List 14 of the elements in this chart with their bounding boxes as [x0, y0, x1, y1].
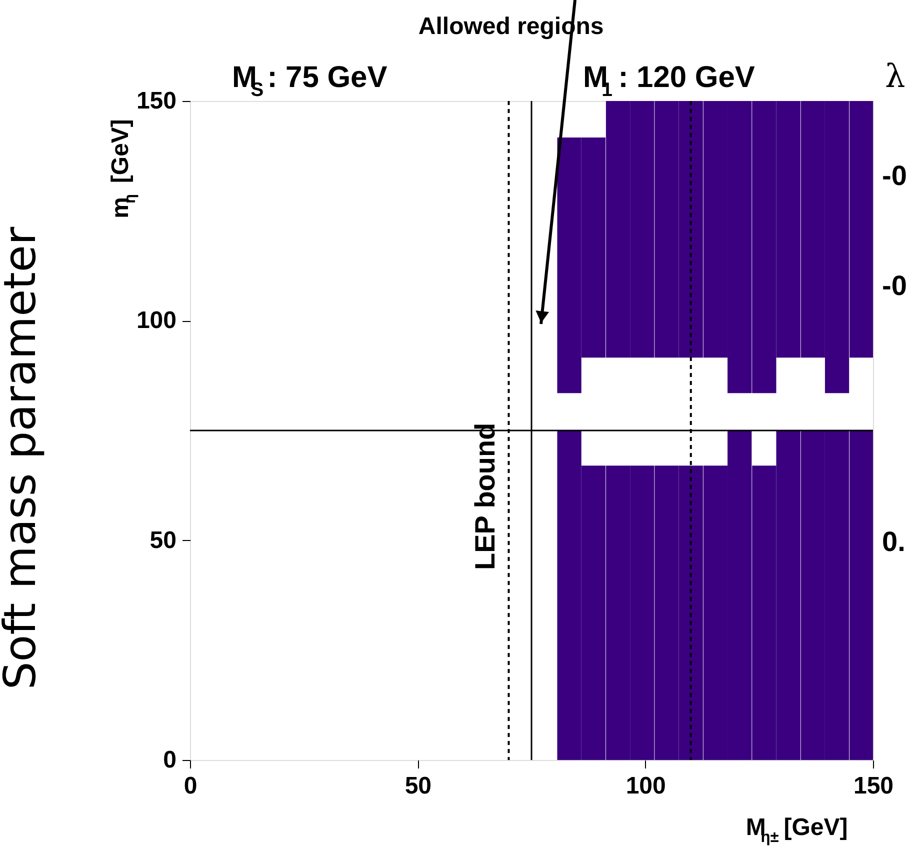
ref-line-label: LEP bound — [470, 422, 501, 570]
y-tick-label: 0 — [163, 746, 176, 774]
y-tick-label: 50 — [150, 526, 176, 554]
x-tick-label: 50 — [404, 772, 432, 800]
text: 0. — [882, 526, 906, 557]
y-tick-label: 100 — [136, 307, 176, 334]
x-tick-label: 100 — [626, 772, 666, 800]
x-tick-label: 150 — [853, 772, 894, 800]
y2-axis-title: λ — [885, 57, 906, 95]
x-tick-label: 0 — [184, 772, 198, 800]
text: Soft mass parameter — [0, 226, 46, 690]
y-tick-label: 150 — [136, 88, 176, 114]
text: -0 — [882, 270, 907, 301]
text: -0 — [882, 160, 907, 191]
